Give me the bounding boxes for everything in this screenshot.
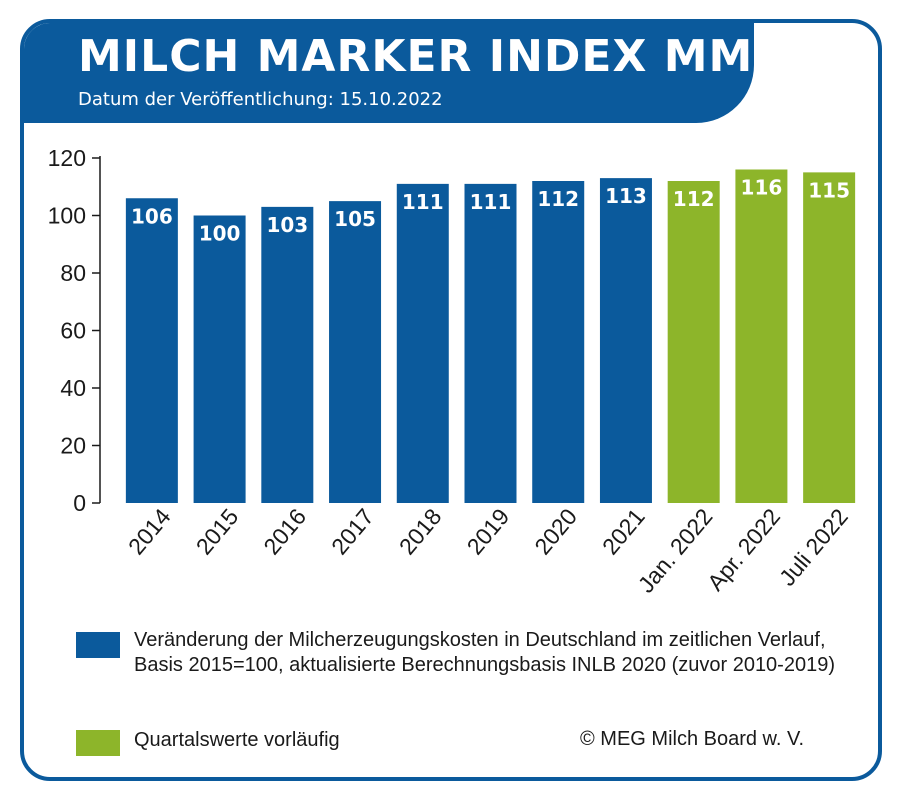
y-tick-label: 20 [60, 433, 86, 459]
bar-chart: 0 20 40 60 80 100 120 106 2014 100 2015 103 2016 105 2… [48, 145, 856, 598]
bar-value-label: 111 [402, 190, 444, 214]
x-tick-label: Apr. 2022 [702, 504, 785, 596]
legend-swatch-blue [76, 632, 120, 658]
y-tick-label: 60 [60, 318, 86, 344]
y-tick-label: 0 [73, 490, 86, 516]
bar [464, 183, 517, 503]
bar-value-label: 105 [334, 207, 376, 231]
bar-value-label: 103 [266, 213, 308, 237]
title-banner: MILCH MARKER INDEX MMI Datum der Veröffe… [24, 23, 770, 123]
bar-value-label: 100 [199, 222, 241, 246]
bar [396, 183, 449, 503]
copyright-notice: © MEG Milch Board w. V. [580, 728, 805, 750]
x-tick-label: 2015 [191, 504, 244, 560]
bar [532, 181, 585, 503]
bar [599, 178, 652, 503]
bar-value-label: 113 [605, 184, 647, 208]
x-tick-label: 2020 [529, 504, 582, 560]
chart-title: MILCH MARKER INDEX MMI [78, 31, 771, 82]
x-tick-label: 2016 [258, 504, 311, 560]
bar [261, 206, 314, 503]
bar [329, 201, 382, 503]
y-tick-label: 120 [48, 145, 86, 171]
y-tick-label: 100 [48, 203, 86, 229]
x-tick-label: 2019 [462, 504, 515, 560]
legend-label-cost-change: Veränderung der Milcherzeugungskosten in… [134, 629, 835, 676]
legend-swatch-green [76, 730, 120, 756]
x-tick-label: Juli 2022 [774, 504, 853, 591]
bar-value-label: 112 [673, 187, 715, 211]
x-tick-label: 2018 [394, 504, 447, 560]
legend-label-provisional: Quartalswerte vorläufig [134, 729, 340, 751]
x-tick-label: 2017 [326, 504, 379, 560]
y-tick-label: 80 [60, 260, 86, 286]
publication-date: Datum der Veröffentlichung: 15.10.2022 [78, 89, 443, 110]
bar [125, 198, 178, 503]
x-tick-label: 2021 [597, 504, 650, 560]
bar-value-label: 106 [131, 204, 173, 228]
bar [193, 215, 246, 503]
bar-value-label: 115 [808, 178, 850, 202]
bar [803, 172, 856, 503]
y-tick-label: 40 [60, 375, 86, 401]
bar-value-label: 112 [537, 187, 579, 211]
bar [735, 169, 788, 503]
bar [667, 181, 720, 503]
x-tick-label: 2014 [123, 503, 176, 559]
bar-value-label: 116 [741, 176, 783, 200]
bar-value-label: 111 [470, 190, 512, 214]
